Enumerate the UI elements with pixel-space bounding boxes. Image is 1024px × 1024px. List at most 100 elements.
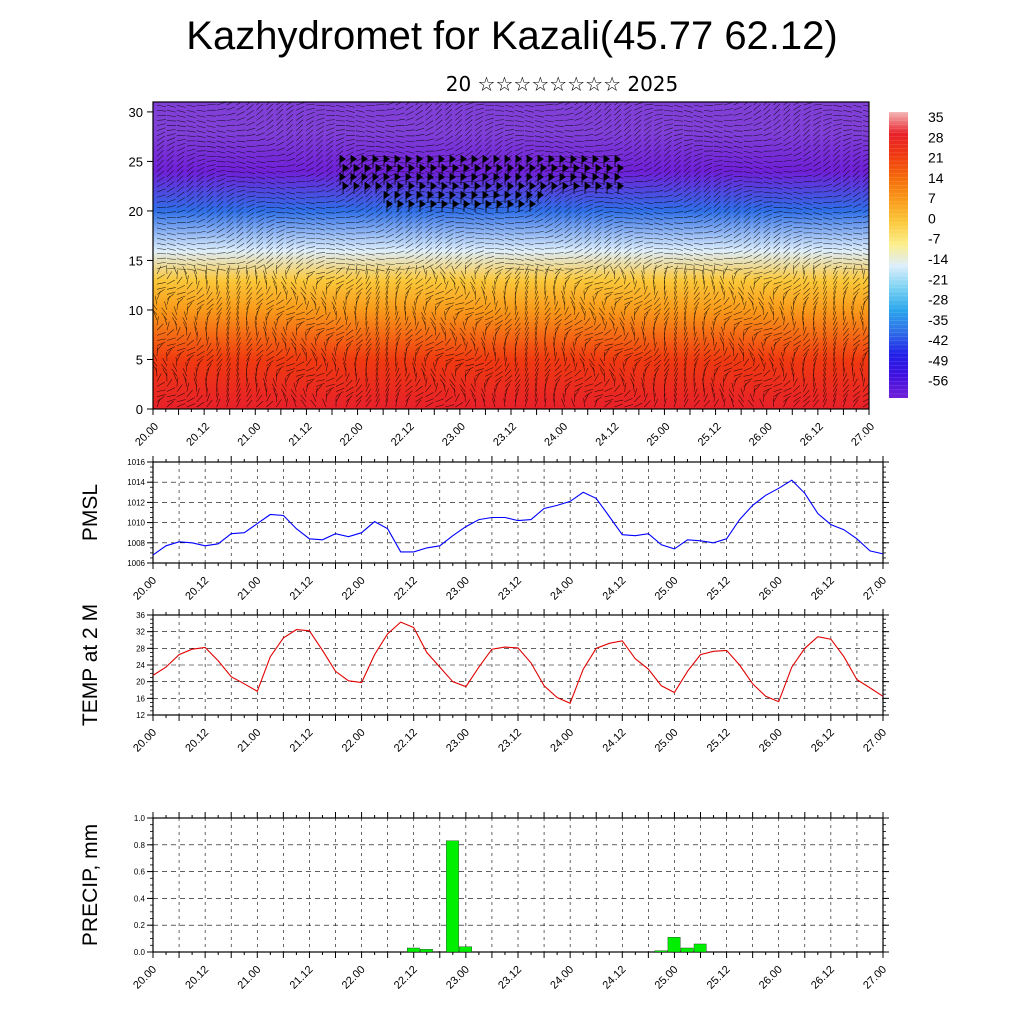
barb: [783, 191, 793, 195]
barb: [365, 201, 373, 208]
barb: [604, 246, 612, 254]
barb: [773, 227, 782, 234]
barb: [285, 270, 287, 280]
barb: [475, 103, 485, 106]
barb: [166, 160, 174, 167]
barb: [584, 150, 594, 153]
barb: [395, 216, 403, 223]
barb: [492, 398, 496, 408]
barb: [554, 268, 564, 271]
barb: [495, 200, 505, 203]
barb: [256, 205, 266, 208]
barb: [205, 270, 207, 280]
barb: [644, 349, 652, 357]
barb: [286, 252, 294, 259]
x-tick-label: 21.00: [235, 575, 263, 603]
barb: [813, 107, 823, 111]
barb: [474, 321, 478, 331]
y-tick-label: 5: [136, 352, 143, 367]
barb: [733, 375, 741, 382]
barb: [455, 352, 464, 357]
barb: [544, 195, 552, 203]
barb: [544, 266, 550, 275]
barb: [753, 212, 762, 218]
barb: [276, 252, 283, 259]
barb: [280, 332, 287, 341]
barb: [385, 306, 389, 315]
wind-flag: [585, 164, 591, 172]
barb: [246, 134, 256, 137]
barb: [335, 382, 345, 387]
barb: [673, 145, 682, 152]
barb: [465, 212, 475, 216]
barb: [733, 373, 743, 377]
barb: [594, 381, 603, 387]
barb: [773, 166, 783, 168]
barb: [614, 229, 623, 234]
barb: [256, 331, 259, 341]
barb: [773, 191, 783, 195]
barb: [266, 171, 276, 174]
barb: [405, 150, 415, 154]
barb: [206, 258, 216, 261]
barb: [852, 151, 862, 157]
barb: [455, 257, 463, 264]
barb: [594, 217, 603, 224]
barb: [673, 265, 678, 275]
barb: [723, 297, 730, 305]
barb: [783, 291, 788, 300]
barb: [634, 304, 642, 311]
barb: [783, 202, 793, 205]
barb: [435, 215, 445, 218]
barb: [644, 311, 649, 321]
barb: [296, 106, 305, 111]
barb: [415, 340, 424, 346]
barb: [654, 217, 664, 221]
barb: [206, 164, 216, 167]
barb: [156, 131, 166, 137]
barb: [345, 125, 355, 127]
barb: [773, 202, 783, 204]
barb: [475, 124, 483, 131]
wind-flag: [527, 155, 533, 163]
barb: [236, 185, 246, 188]
barb: [465, 399, 471, 408]
barb: [503, 290, 506, 300]
barb: [852, 378, 858, 387]
barb: [475, 116, 484, 121]
barb: [375, 120, 385, 123]
barb: [728, 338, 735, 346]
barb: [465, 102, 474, 106]
barb: [852, 191, 861, 198]
barb: [176, 270, 178, 280]
barb: [842, 160, 850, 167]
barb: [281, 337, 287, 346]
barb: [403, 357, 406, 367]
barb: [272, 332, 277, 341]
barb: [663, 160, 671, 167]
barb: [226, 377, 230, 387]
barb: [562, 393, 565, 402]
barb: [684, 120, 693, 123]
barb: [763, 166, 773, 169]
barb: [634, 207, 644, 211]
barb: [226, 290, 230, 300]
barb: [226, 130, 236, 132]
barb: [256, 126, 265, 131]
barb: [355, 253, 365, 257]
barb: [564, 150, 574, 154]
wind-flag: [549, 173, 555, 181]
barb: [266, 350, 274, 357]
barb: [723, 252, 733, 254]
barb: [354, 305, 357, 315]
barb: [475, 362, 484, 367]
barb: [176, 342, 186, 346]
barb: [296, 240, 305, 244]
barb: [534, 321, 538, 331]
barb: [644, 336, 646, 346]
barb: [733, 232, 742, 239]
y-tick-label: 10: [129, 303, 143, 318]
barb: [385, 114, 395, 116]
barb: [713, 150, 723, 153]
barb: [186, 208, 195, 213]
